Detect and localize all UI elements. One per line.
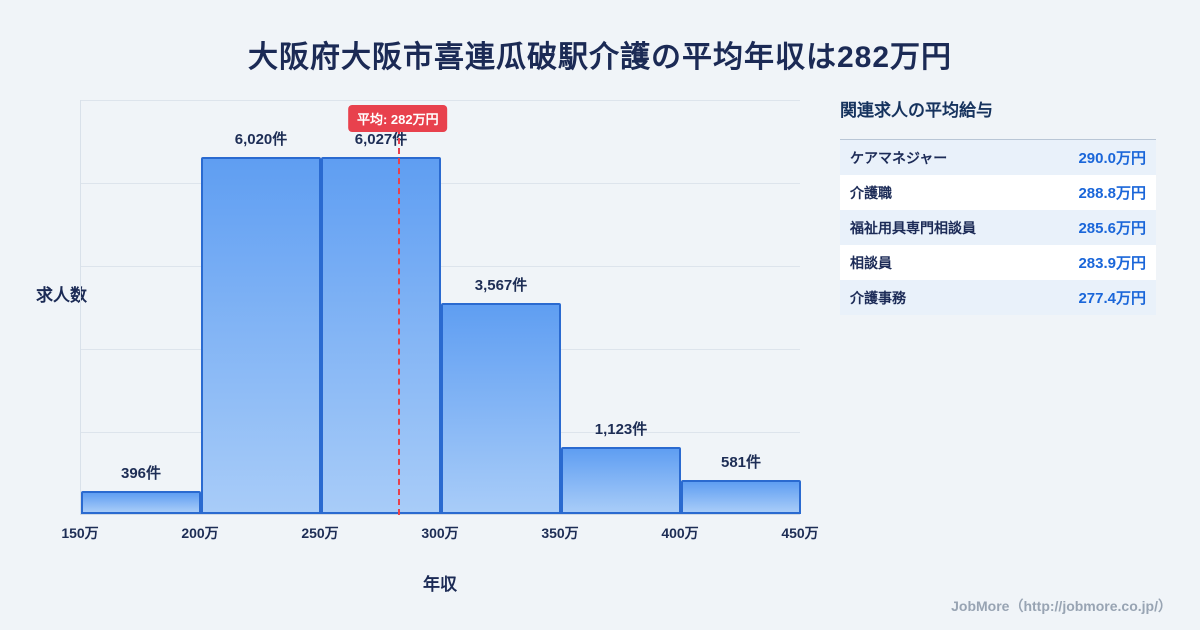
x-axis-label: 年収 — [423, 575, 457, 594]
histogram-bar — [681, 479, 801, 514]
salary-value: 290.0万円 — [1078, 150, 1146, 167]
histogram-bar — [321, 156, 441, 514]
bar-value-label: 3,567件 — [474, 276, 528, 294]
job-title-label: ケアマネジャー — [850, 149, 948, 166]
mean-badge: 平均: 282万円 — [347, 105, 448, 132]
gridline — [81, 100, 800, 101]
job-title-label: 相談員 — [850, 254, 892, 271]
histogram-bar — [441, 302, 561, 514]
job-title-label: 介護事務 — [850, 289, 906, 306]
footer-credit: JobMore（http://jobmore.co.jp/） — [951, 598, 1172, 614]
bar-value-label: 396件 — [120, 464, 162, 482]
x-tick-label: 150万 — [61, 525, 99, 541]
bar-value-label: 1,123件 — [594, 421, 648, 439]
salary-value: 288.8万円 — [1078, 185, 1146, 202]
x-tick-label: 450万 — [781, 525, 819, 541]
x-axis-ticks: 150万 200万 250万 300万 350万 400万 450万 — [61, 523, 818, 543]
bar-value-label: 6,020件 — [234, 131, 288, 149]
salary-row: 福祉用具専門相談員 285.6万円 — [840, 210, 1156, 245]
bar-value-label: 581件 — [720, 453, 762, 471]
histogram-plot-area: 396件 6,020件 6,027件 3,567件 1,123件 581件 平均: 282万… — [80, 100, 801, 515]
page-title: 大阪府大阪市喜連瓜破駅介護の平均年収は282万円 — [247, 41, 953, 74]
salary-list: ケアマネジャー 290.0万円介護職 288.8万円福祉用具専門相談員 285.6万円… — [840, 139, 1156, 315]
salary-value: 283.9万円 — [1078, 255, 1146, 272]
histogram-bar — [201, 157, 321, 514]
salary-row: 相談員 283.9万円 — [840, 245, 1156, 280]
salary-value: 277.4万円 — [1078, 290, 1146, 307]
job-title-label: 福祉用具専門相談員 — [850, 219, 976, 236]
salary-value: 285.6万円 — [1078, 220, 1146, 237]
x-tick-label: 300万 — [421, 525, 459, 541]
x-tick-label: 200万 — [181, 525, 219, 541]
bar-value-label: 6,027件 — [354, 130, 408, 148]
y-axis-label: 求人数 — [36, 286, 87, 305]
x-tick-label: 250万 — [301, 525, 339, 541]
x-tick-label: 350万 — [541, 525, 579, 541]
mean-line — [397, 128, 400, 515]
related-jobs-panel: 関連求人の平均給与 ケアマネジャー 290.0万円介護職 288.8万円福祉用具専門… — [840, 96, 1156, 315]
histogram-bar — [561, 447, 681, 514]
salary-row: ケアマネジャー 290.0万円 — [840, 140, 1156, 175]
x-tick-label: 400万 — [661, 525, 699, 541]
panel-title: 関連求人の平均給与 — [840, 101, 993, 120]
histogram-bar — [81, 490, 201, 514]
salary-row: 介護事務 277.4万円 — [840, 280, 1156, 315]
job-title-label: 介護職 — [850, 184, 892, 201]
salary-row: 介護職 288.8万円 — [840, 175, 1156, 210]
